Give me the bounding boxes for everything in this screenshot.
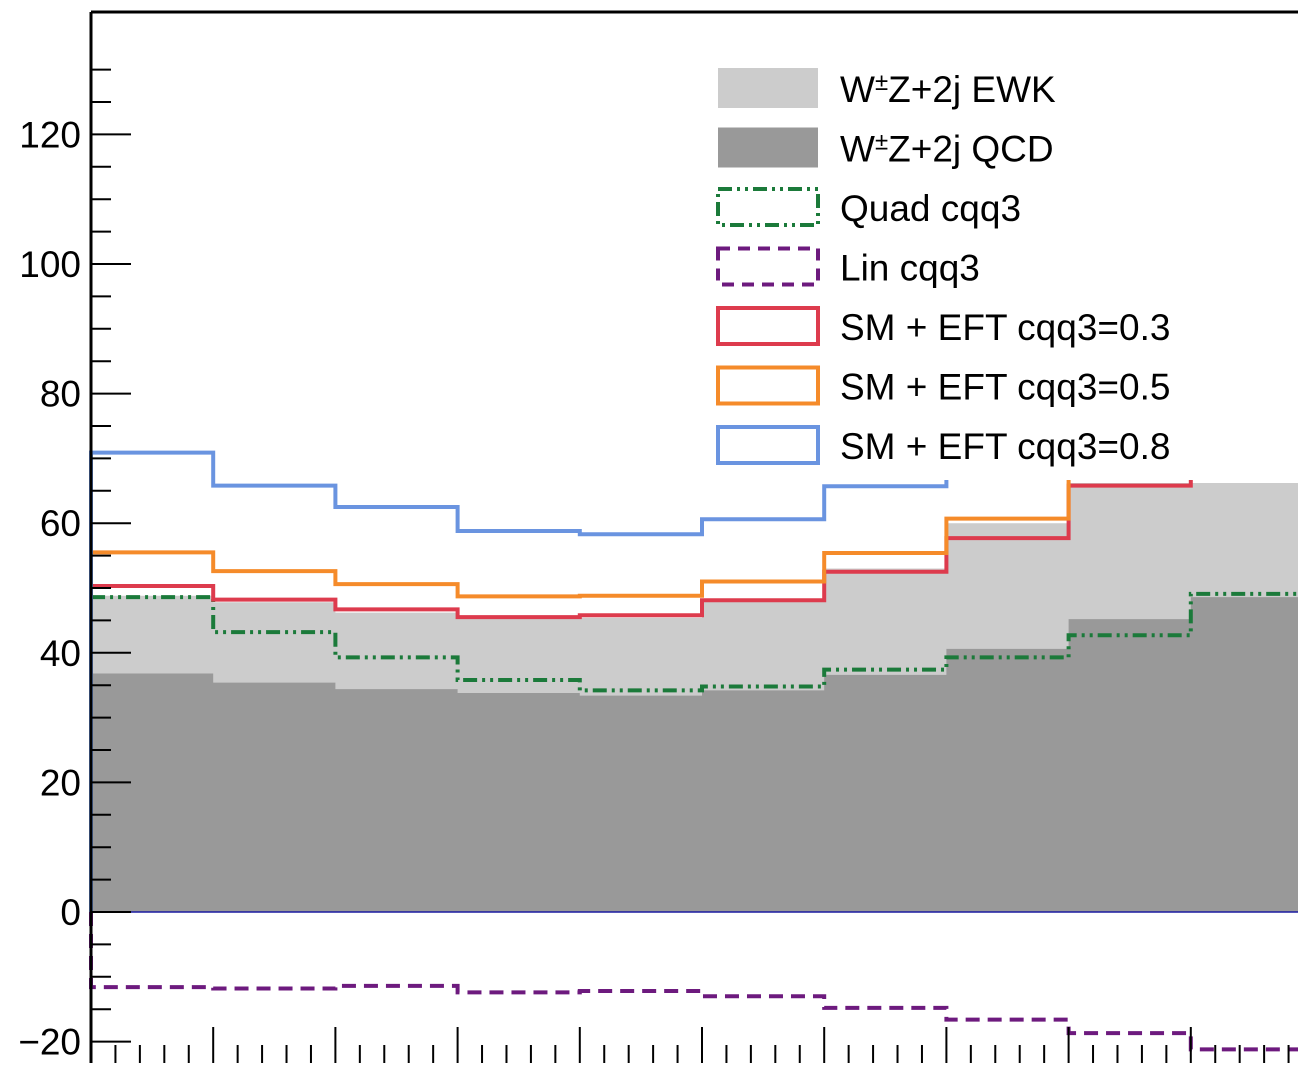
legend-swatch — [716, 306, 820, 346]
y-tick-label: 120 — [19, 114, 81, 155]
y-tick-label: 80 — [40, 374, 81, 415]
legend-swatch — [716, 425, 820, 465]
legend-label: Lin cqq3 — [840, 248, 980, 289]
legend-swatch — [716, 187, 820, 227]
legend-label: SM + EFT cqq3=0.8 — [840, 426, 1170, 467]
legend-label: W±Z+2j EWK — [840, 69, 1056, 110]
y-tick-label: 40 — [40, 633, 81, 674]
legend-label: SM + EFT cqq3=0.3 — [840, 307, 1170, 348]
series-line-1 — [89, 912, 1298, 1052]
legend-swatch — [716, 246, 820, 287]
stacked-fills — [91, 483, 1298, 912]
series-line-3 — [89, 421, 1298, 912]
legend-label: W±Z+2j QCD — [840, 129, 1054, 170]
y-tick-label: 60 — [40, 503, 81, 544]
series-line-0 — [89, 591, 1298, 912]
legend-swatch — [718, 68, 818, 108]
legend-label: SM + EFT cqq3=0.5 — [840, 367, 1170, 408]
y-tick-label: 20 — [40, 762, 81, 803]
axes: −20 0 20 40 60 80 100 120 — [18, 10, 1298, 1063]
legend-swatch — [718, 127, 818, 168]
legend-label: Quad cqq3 — [840, 188, 1021, 229]
legend: W±Z+2j EWK W±Z+2j QCD Quad cqq3 Lin cqq3 SM … — [708, 55, 1298, 480]
qcd-fill-area — [91, 597, 1298, 912]
y-tick-label: 100 — [19, 244, 81, 285]
legend-swatch — [716, 365, 820, 406]
y-tick-label: 0 — [60, 892, 81, 933]
legend-background — [708, 55, 1298, 480]
y-tick-label: −20 — [18, 1022, 81, 1063]
